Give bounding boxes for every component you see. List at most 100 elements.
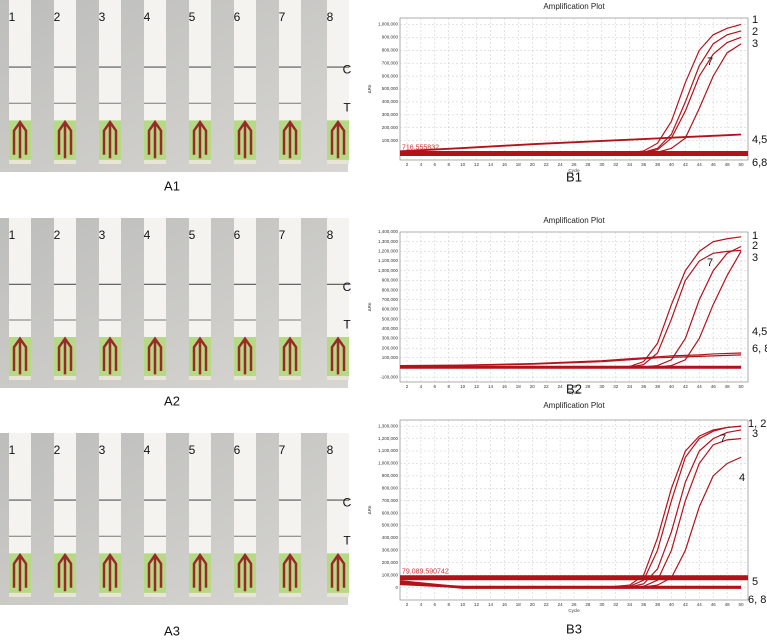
strip-base	[234, 159, 256, 164]
x-tick-label: 26	[571, 162, 577, 167]
curve-label: 3	[752, 252, 758, 264]
x-tick-label: 22	[544, 162, 550, 167]
strip-arrow	[102, 336, 118, 375]
x-tick-label: 50	[739, 162, 745, 167]
strip-base	[54, 592, 76, 597]
y-tick-label: -100,000	[380, 374, 398, 379]
curve-label: 4,5	[752, 134, 767, 146]
y-tick-label: 800,000	[382, 47, 399, 52]
x-tick-label: 50	[739, 602, 745, 607]
x-axis-label: Cycle	[568, 608, 580, 613]
x-tick-label: 8	[447, 602, 450, 607]
curve-label: 6, 8	[748, 594, 766, 606]
photo-label: A3	[164, 623, 180, 638]
x-tick-label: 28	[585, 602, 591, 607]
x-tick-label: 2	[406, 602, 409, 607]
y-tick-label: 0	[395, 585, 398, 590]
x-tick-label: 42	[683, 384, 689, 389]
x-tick-label: 20	[530, 162, 536, 167]
strip-arrow	[282, 336, 298, 375]
curve	[399, 134, 742, 153]
test-label: T	[343, 101, 351, 115]
curve-label: 1	[752, 230, 758, 242]
strip-arrow	[330, 552, 346, 592]
y-axis-label: ΔRn	[367, 84, 372, 93]
test-label: T	[343, 534, 351, 548]
y-tick-label: 1,300,000	[378, 239, 399, 244]
curve-label: 7	[720, 433, 726, 445]
y-tick-label: 900,000	[382, 35, 399, 40]
x-tick-label: 46	[711, 384, 717, 389]
lane-number: 5	[189, 443, 196, 457]
x-tick-label: 32	[613, 384, 619, 389]
lane-number: 6	[234, 10, 241, 24]
y-tick-label: 600,000	[382, 73, 399, 78]
x-tick-label: 30	[599, 384, 605, 389]
y-tick-label: 900,000	[382, 473, 399, 478]
curve-label: 6, 8	[752, 343, 767, 355]
x-tick-label: 20	[530, 602, 536, 607]
x-tick-label: 14	[488, 384, 494, 389]
lane-number: 1	[9, 443, 16, 457]
x-tick-label: 36	[641, 162, 647, 167]
x-tick-label: 22	[544, 384, 550, 389]
strip-arrow	[147, 336, 163, 375]
strip-arrow	[282, 552, 298, 592]
strip-arrow	[102, 119, 118, 159]
x-tick-label: 12	[474, 162, 480, 167]
strip-base	[54, 376, 76, 380]
lane-number: 2	[54, 228, 61, 242]
x-tick-label: 2	[406, 162, 409, 167]
strip-base	[327, 376, 349, 380]
x-tick-label: 40	[669, 384, 675, 389]
y-tick-label: 300,000	[382, 548, 399, 553]
x-tick-label: 30	[599, 602, 605, 607]
y-tick-label: 1,100,000	[378, 258, 399, 263]
y-tick-label: 800,000	[382, 287, 399, 292]
chart-title: Amplification Plot	[543, 401, 605, 410]
curve	[399, 582, 742, 589]
x-tick-label: 42	[683, 602, 689, 607]
threshold-label: 716.555832	[402, 144, 439, 151]
y-tick-label: 900,000	[382, 278, 399, 283]
x-tick-label: 44	[697, 162, 703, 167]
strip-arrow	[57, 336, 73, 375]
x-tick-label: 8	[447, 162, 450, 167]
y-tick-label: 400,000	[382, 326, 399, 331]
x-tick-label: 44	[697, 384, 703, 389]
x-tick-label: 6	[434, 384, 437, 389]
x-tick-label: 26	[571, 384, 577, 389]
lane-number: 8	[327, 443, 334, 457]
x-tick-label: 40	[669, 162, 675, 167]
strip-base	[189, 159, 211, 164]
strip-arrow	[282, 119, 298, 159]
strip-base	[189, 592, 211, 597]
x-tick-label: 18	[516, 162, 522, 167]
curve-label: 7	[707, 56, 713, 68]
x-tick-label: 24	[558, 602, 564, 607]
control-label: C	[343, 496, 352, 510]
strip-arrow	[147, 552, 163, 592]
y-tick-label: 400,000	[382, 535, 399, 540]
curve	[399, 133, 742, 152]
y-tick-label: 300,000	[382, 112, 399, 117]
strip-base	[279, 592, 301, 597]
x-tick-label: 48	[725, 602, 731, 607]
y-tick-label: 700,000	[382, 498, 399, 503]
curve-label: 1	[752, 14, 758, 26]
x-tick-label: 36	[641, 602, 647, 607]
x-tick-label: 46	[711, 162, 717, 167]
y-tick-label: 800,000	[382, 485, 399, 490]
y-axis-label: ΔRn	[367, 302, 372, 311]
strip-base	[279, 159, 301, 164]
curve	[399, 354, 742, 367]
x-tick-label: 2	[406, 384, 409, 389]
y-tick-label: 1,100,000	[378, 448, 399, 453]
lane-number: 5	[189, 10, 196, 24]
lane-number: 7	[279, 228, 286, 242]
lane-number: 6	[234, 228, 241, 242]
x-tick-label: 42	[683, 162, 689, 167]
strip-base	[144, 592, 166, 597]
x-tick-label: 12	[474, 602, 480, 607]
